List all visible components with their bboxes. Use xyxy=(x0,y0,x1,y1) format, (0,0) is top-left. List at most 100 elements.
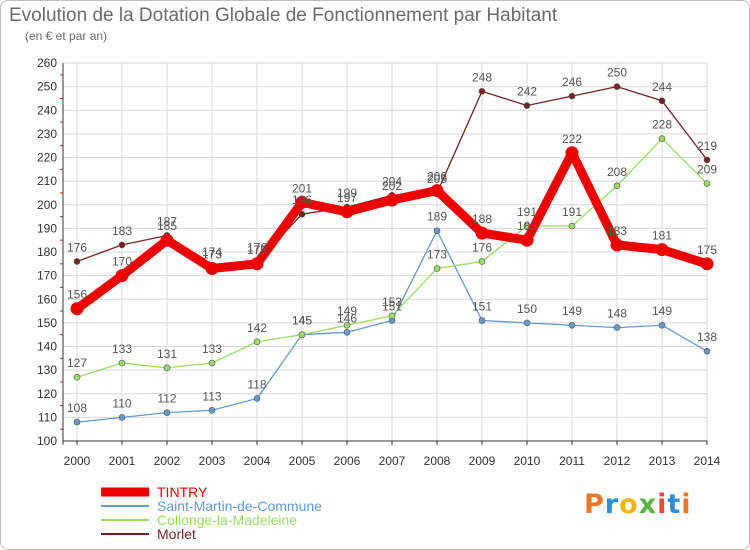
data-label: 156 xyxy=(67,288,87,302)
logo-letter: i xyxy=(681,489,692,520)
logo-letter: t xyxy=(667,489,682,520)
x-tick-label: 2007 xyxy=(379,454,406,468)
data-label: 112 xyxy=(157,392,176,406)
series-tintry xyxy=(70,146,714,316)
legend-label: Collonge-la-Madeleine xyxy=(157,512,297,528)
data-point xyxy=(655,243,669,257)
data-point xyxy=(613,182,621,190)
data-label: 181 xyxy=(652,229,672,243)
data-point xyxy=(568,222,576,230)
data-label: 176 xyxy=(67,240,87,254)
data-point xyxy=(523,102,531,109)
data-point xyxy=(298,331,306,338)
data-label: 133 xyxy=(202,342,222,356)
data-point xyxy=(118,241,126,249)
data-label: 242 xyxy=(517,85,537,99)
data-point xyxy=(118,359,126,367)
x-tick-label: 2003 xyxy=(199,454,226,468)
data-label: 209 xyxy=(697,162,717,176)
data-label: 150 xyxy=(517,302,537,316)
data-label: 244 xyxy=(652,80,672,94)
legend-item: Collonge-la-Madeleine xyxy=(101,512,297,528)
data-point xyxy=(295,195,309,209)
data-label: 206 xyxy=(427,170,447,184)
data-point xyxy=(610,238,624,252)
series-collonge-la-madeleine xyxy=(73,135,711,381)
y-tick-label: 140 xyxy=(37,340,57,354)
y-tick-label: 240 xyxy=(37,103,57,117)
x-tick-label: 2008 xyxy=(424,454,451,468)
logo-letter: i xyxy=(657,489,668,520)
data-label: 222 xyxy=(562,132,582,146)
data-point xyxy=(160,233,174,247)
data-label: 145 xyxy=(292,314,312,328)
y-tick-label: 230 xyxy=(37,127,57,141)
x-tick-label: 2010 xyxy=(514,454,541,468)
data-point xyxy=(613,83,621,90)
data-point xyxy=(658,321,666,329)
data-label: 118 xyxy=(247,377,266,391)
data-label: 248 xyxy=(472,70,492,84)
data-label: 145 xyxy=(292,314,312,328)
data-label: 205 xyxy=(427,172,447,186)
x-tick-label: 2001 xyxy=(109,454,136,468)
data-point xyxy=(388,312,396,320)
logo-letter: P xyxy=(584,489,605,520)
data-label: 191 xyxy=(517,205,537,219)
data-point xyxy=(73,373,81,381)
data-point xyxy=(115,269,129,283)
data-label: 110 xyxy=(112,396,131,410)
data-label: 201 xyxy=(292,181,312,195)
y-tick-label: 100 xyxy=(37,434,57,448)
data-point xyxy=(703,180,711,187)
x-tick-label: 2006 xyxy=(334,454,361,468)
data-point xyxy=(163,409,171,416)
data-point xyxy=(385,193,399,207)
chart-subtitle: (en € et par an) xyxy=(25,29,108,43)
chart-title: Evolution de la Dotation Globale de Fonc… xyxy=(9,5,558,26)
y-tick-label: 110 xyxy=(38,410,57,424)
x-tick-label: 2002 xyxy=(154,454,181,468)
data-label: 188 xyxy=(472,212,492,226)
data-point xyxy=(658,135,666,142)
y-tick-label: 170 xyxy=(37,269,57,283)
data-point xyxy=(703,347,711,355)
data-label: 191 xyxy=(562,205,582,219)
data-label: 204 xyxy=(382,174,402,188)
x-tick-label: 2005 xyxy=(289,454,316,468)
y-tick-label: 120 xyxy=(37,387,57,401)
x-tick-label: 2000 xyxy=(64,454,91,468)
data-label: 146 xyxy=(337,311,357,325)
data-point xyxy=(430,184,444,198)
data-label: 219 xyxy=(697,139,717,153)
x-tick-label: 2011 xyxy=(559,454,585,468)
legend-label: Morlet xyxy=(157,526,196,542)
legend-label: Saint-Martin-de-Commune xyxy=(157,498,322,514)
data-point xyxy=(208,359,216,367)
data-label: 185 xyxy=(157,219,177,233)
y-tick-label: 150 xyxy=(37,316,57,330)
data-label: 176 xyxy=(247,240,267,254)
data-point xyxy=(478,317,486,324)
data-label: 197 xyxy=(337,191,357,205)
y-tick-label: 130 xyxy=(37,363,57,377)
data-point xyxy=(703,156,711,164)
data-point xyxy=(658,97,666,105)
legend-item: Saint-Martin-de-Commune xyxy=(101,498,322,514)
data-label: 170 xyxy=(112,255,132,269)
data-point xyxy=(433,227,441,235)
data-point xyxy=(205,262,219,276)
data-label: 127 xyxy=(67,356,87,370)
y-tick-label: 200 xyxy=(37,198,57,212)
data-point xyxy=(253,338,261,346)
data-label: 113 xyxy=(202,389,221,403)
legend-label: TINTRY xyxy=(157,484,208,500)
data-label: 149 xyxy=(652,304,672,318)
data-label: 228 xyxy=(652,118,672,132)
data-point xyxy=(478,88,486,95)
proxiti-logo: Proxiti xyxy=(584,489,692,520)
y-tick-label: 250 xyxy=(37,80,57,94)
data-point xyxy=(568,92,576,100)
data-label: 148 xyxy=(607,307,627,321)
